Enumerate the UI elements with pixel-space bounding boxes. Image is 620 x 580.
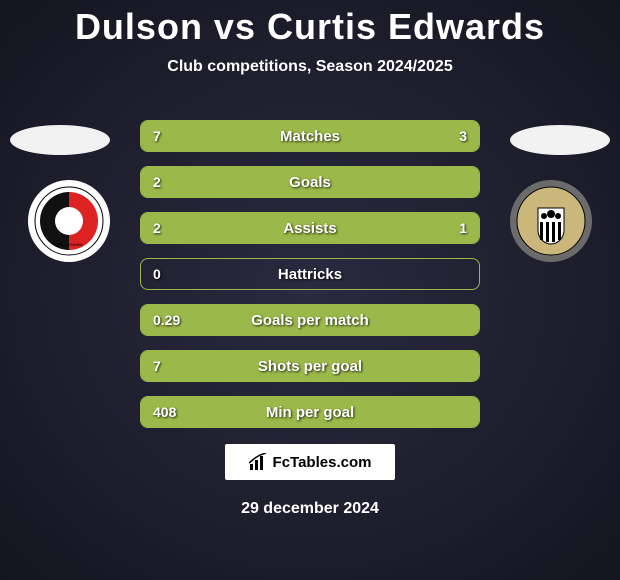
- stat-label: Goals: [141, 167, 479, 197]
- crest-left-text: CHELTENHAM: [55, 242, 82, 247]
- stat-row: 73Matches: [140, 120, 480, 152]
- footer-date: 29 december 2024: [0, 500, 620, 518]
- stat-label: Goals per match: [141, 305, 479, 335]
- brand-badge: FcTables.com: [225, 444, 395, 480]
- stat-row: 7Shots per goal: [140, 350, 480, 382]
- stat-row: 0.29Goals per match: [140, 304, 480, 336]
- stat-label: Assists: [141, 213, 479, 243]
- club-crest-right: [510, 180, 592, 262]
- stat-row: 408Min per goal: [140, 396, 480, 428]
- chart-icon: [249, 453, 267, 471]
- flag-right: [510, 125, 610, 155]
- stat-row: 2Goals: [140, 166, 480, 198]
- stat-row: 0Hattricks: [140, 258, 480, 290]
- stats-table: 73Matches 2Goals 21Assists 0Hattricks 0.29Go…: [140, 120, 480, 442]
- brand-text: FcTables.com: [273, 454, 372, 471]
- stat-label: Matches: [141, 121, 479, 151]
- stat-label: Shots per goal: [141, 351, 479, 381]
- stat-row: 21Assists: [140, 212, 480, 244]
- stat-label: Hattricks: [141, 259, 479, 289]
- stat-label: Min per goal: [141, 397, 479, 427]
- page-subtitle: Club competitions, Season 2024/2025: [0, 58, 620, 76]
- cheltenham-crest-icon: CHELTENHAM: [34, 186, 104, 256]
- club-crest-left: CHELTENHAM: [28, 180, 110, 262]
- notts-county-crest-icon: [516, 186, 586, 256]
- flag-left: [10, 125, 110, 155]
- page-title: Dulson vs Curtis Edwards: [0, 0, 620, 48]
